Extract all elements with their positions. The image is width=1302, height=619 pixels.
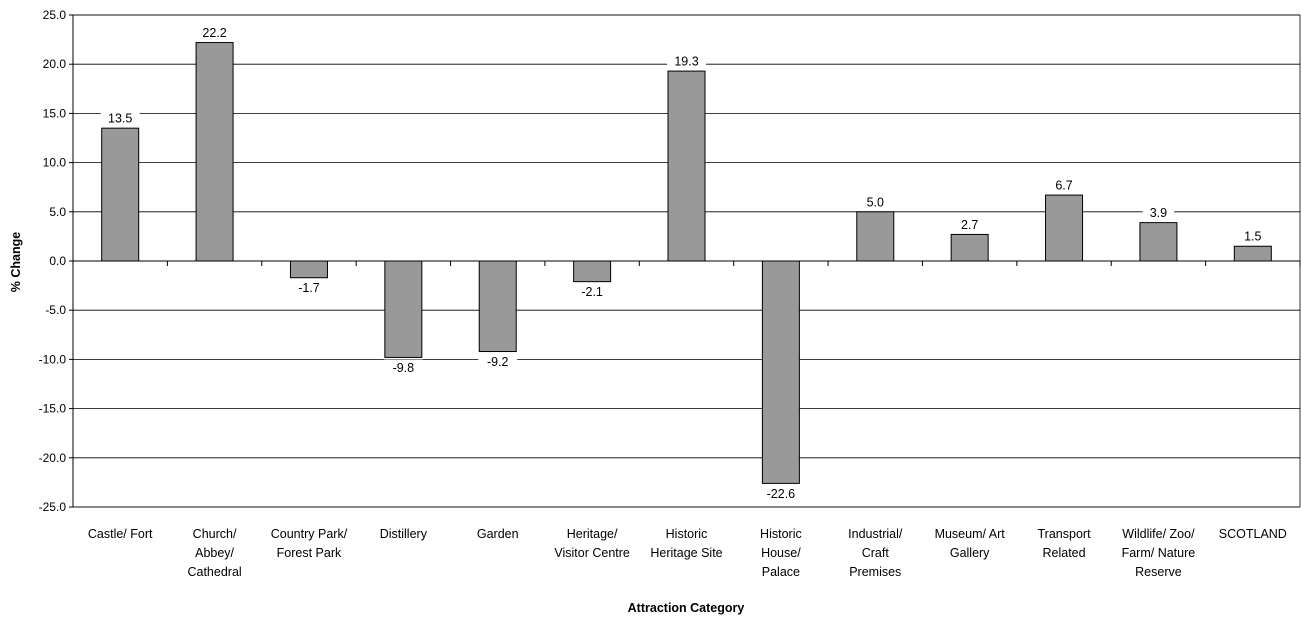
bar	[573, 260, 612, 283]
category-label: Garden	[477, 527, 519, 541]
category-label-line: Palace	[762, 565, 800, 579]
bar	[101, 127, 140, 262]
bar	[1233, 245, 1272, 262]
category-label: Country Park/Forest Park	[271, 527, 348, 560]
y-tick-label: -15.0	[39, 402, 67, 416]
data-label: 6.7	[1055, 179, 1072, 193]
data-label: -9.8	[393, 361, 415, 375]
category-label-line: Gallery	[950, 546, 990, 560]
y-tick-label: 15.0	[43, 106, 67, 120]
data-label-bg	[953, 216, 986, 233]
category-label-line: Visitor Centre	[554, 546, 630, 560]
category-label-line: Castle/ Fort	[88, 527, 153, 541]
data-label: 5.0	[867, 195, 884, 209]
category-label: Museum/ Art Gallery	[935, 527, 1006, 560]
category-label: Transport Related	[1038, 527, 1092, 560]
bar	[1045, 194, 1084, 262]
y-tick-label: -10.0	[39, 352, 67, 366]
data-labels: 13.5 22.2 -1.7 -9.8 -9.2 -2.1 19.3 -22.6 5.0 2.7 6…	[100, 24, 1269, 502]
category-label: Castle/ Fort	[88, 527, 153, 541]
y-tick-label: -5.0	[45, 303, 66, 317]
category-label-line: House/	[761, 546, 801, 560]
axes: 25.0 20.0 15.0 10.0 5.0 0.0 -5.0 -10.0 -15.0 -20.…	[39, 8, 1301, 579]
bar	[478, 260, 517, 353]
category-label: Historic House/Palace	[760, 527, 802, 579]
y-tick-label: 25.0	[43, 8, 67, 22]
category-label-line: Cathedral	[187, 565, 241, 579]
data-label: 13.5	[108, 112, 132, 126]
bar	[195, 42, 234, 262]
bars	[101, 42, 1272, 484]
y-tick-label: -25.0	[39, 500, 67, 514]
category-label-line: Premises	[849, 565, 901, 579]
category-label-line: Country Park/	[271, 527, 348, 541]
data-label-bg	[383, 359, 423, 376]
data-label: 3.9	[1150, 206, 1167, 220]
data-label-bg	[757, 485, 804, 502]
data-label: 1.5	[1244, 230, 1261, 244]
category-label-line: Historic	[760, 527, 802, 541]
category-label-line: Historic	[666, 527, 708, 541]
category-label: Heritage/Visitor Centre	[554, 527, 630, 560]
category-label-line: Farm/ Nature	[1122, 546, 1196, 560]
data-label: -22.6	[767, 487, 796, 501]
data-label-bg	[1142, 204, 1175, 221]
category-label-line: Reserve	[1135, 565, 1182, 579]
bar	[667, 70, 706, 262]
bar	[289, 260, 328, 279]
data-label-bg	[1048, 177, 1080, 194]
bar	[950, 233, 989, 262]
data-label-bg	[478, 353, 518, 370]
data-label-bg	[667, 53, 706, 70]
category-label-line: Church/	[193, 527, 237, 541]
category-label: SCOTLAND	[1219, 527, 1287, 541]
category-label: Industrial/Craft Premises	[848, 527, 903, 579]
data-label: -1.7	[298, 281, 320, 295]
x-axis-title: Attraction Category	[628, 601, 745, 615]
category-label: Historic Heritage Site	[650, 527, 722, 560]
data-label: -9.2	[487, 355, 509, 369]
category-label-line: Industrial/	[848, 527, 903, 541]
y-tick-label: 0.0	[49, 254, 66, 268]
data-label-bg	[289, 279, 329, 296]
category-label-line: Museum/ Art	[935, 527, 1006, 541]
category-label-line: Abbey/	[195, 546, 234, 560]
category-label: Distillery	[380, 527, 428, 541]
bar	[384, 260, 423, 358]
y-tick-label: 20.0	[43, 57, 67, 71]
y-tick-label: 5.0	[49, 205, 66, 219]
category-label-line: Distillery	[380, 527, 428, 541]
category-label-line: Transport	[1038, 527, 1092, 541]
data-label-bg	[100, 110, 140, 127]
category-label-line: SCOTLAND	[1219, 527, 1287, 541]
y-axis-title: % Change	[9, 232, 23, 292]
category-label-line: Forest Park	[277, 546, 342, 560]
category-label: Wildlife/ Zoo/Farm/ Nature Reserve	[1122, 527, 1196, 579]
data-label-bg	[572, 283, 612, 300]
category-label-line: Heritage/	[567, 527, 618, 541]
category-label-line: Wildlife/ Zoo/	[1122, 527, 1195, 541]
category-label-line: Garden	[477, 527, 519, 541]
bar	[856, 211, 895, 262]
data-label-bg	[859, 193, 892, 210]
y-tick-label: -20.0	[39, 451, 67, 465]
data-label: 19.3	[674, 55, 698, 69]
data-label: 22.2	[202, 26, 226, 40]
category-label-line: Related	[1042, 546, 1085, 560]
category-label: Church/Abbey/Cathedral	[187, 527, 241, 579]
category-label-line: Craft	[862, 546, 890, 560]
data-label: 2.7	[961, 218, 978, 232]
data-label-bg	[195, 24, 234, 41]
data-label-bg	[1237, 228, 1269, 245]
bar	[761, 260, 800, 484]
bar	[1139, 222, 1178, 262]
category-label-line: Heritage Site	[650, 546, 722, 560]
y-tick-label: 10.0	[43, 156, 67, 170]
data-label: -2.1	[581, 285, 603, 299]
